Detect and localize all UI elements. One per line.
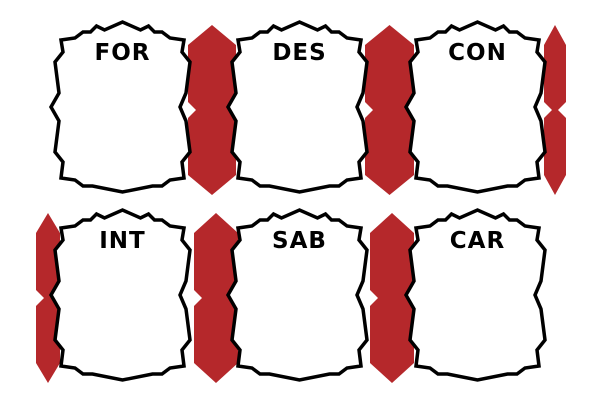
stat-box-con[interactable]: CON (403, 20, 547, 194)
ribbon-layer (36, 25, 566, 383)
stat-label-for: FOR (95, 40, 151, 66)
stat-label-car: CAR (450, 228, 505, 254)
ribbon-des-con (365, 25, 414, 195)
stat-box-layer: FOR DES CON INT SAB CAR (48, 20, 547, 382)
stat-box-frame (403, 208, 547, 382)
ribbon-con-edge (544, 25, 566, 195)
ribbon-for-des (188, 25, 236, 195)
stat-box-int[interactable]: INT (48, 208, 192, 382)
stat-box-frame (225, 208, 369, 382)
stat-box-frame (48, 20, 192, 194)
stat-label-des: DES (272, 40, 326, 66)
stat-box-sab[interactable]: SAB (225, 208, 369, 382)
stat-box-frame (48, 208, 192, 382)
stat-box-frame (225, 20, 369, 194)
ribbon-sab-car (370, 213, 414, 383)
stat-box-des[interactable]: DES (225, 20, 369, 194)
ribbon-int-sab (194, 213, 238, 383)
stat-box-frame (403, 20, 547, 194)
stat-label-sab: SAB (272, 228, 327, 254)
stat-box-for[interactable]: FOR (48, 20, 192, 194)
stat-box-car[interactable]: CAR (403, 208, 547, 382)
stat-label-con: CON (448, 40, 507, 66)
stat-label-int: INT (99, 228, 146, 254)
